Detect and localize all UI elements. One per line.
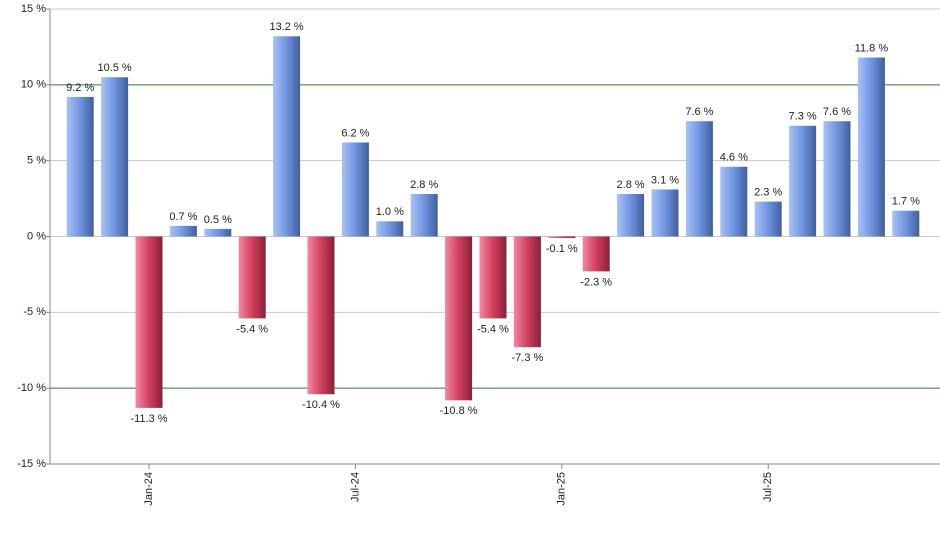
y-tick-label: -15 % — [17, 458, 46, 470]
y-tick-label: 15 % — [21, 3, 46, 15]
value-label: -11.3 % — [130, 413, 167, 425]
value-label: -7.3 % — [512, 352, 544, 364]
y-tick-label: -10 % — [17, 382, 46, 394]
x-tick-label: Jul-25 — [762, 472, 774, 502]
value-label: 9.2 % — [66, 82, 94, 94]
bar — [548, 236, 576, 239]
y-tick-label: 5 % — [27, 155, 46, 167]
value-label: 13.2 % — [269, 21, 303, 33]
bar — [617, 194, 645, 237]
value-label: 3.1 % — [651, 174, 679, 186]
bar — [273, 36, 301, 237]
value-label: 1.0 % — [376, 206, 404, 218]
bar — [169, 225, 197, 237]
value-label: 4.6 % — [720, 152, 748, 164]
value-label: 2.8 % — [617, 179, 645, 191]
value-label: 10.5 % — [97, 62, 131, 74]
bar — [66, 96, 94, 237]
bar — [238, 236, 266, 319]
value-label: 1.7 % — [892, 196, 920, 208]
value-label: 6.2 % — [341, 127, 369, 139]
value-label: 7.6 % — [685, 106, 713, 118]
value-label: -5.4 % — [236, 323, 268, 335]
value-label: 2.3 % — [754, 187, 782, 199]
x-tick-label: Jul-24 — [349, 472, 361, 502]
value-label: 7.3 % — [789, 111, 817, 123]
bar — [341, 142, 369, 237]
value-label: 11.8 % — [855, 42, 889, 54]
bar — [479, 236, 507, 319]
y-tick-label: 10 % — [21, 79, 46, 91]
value-label: -10.4 % — [302, 399, 340, 411]
bar — [445, 236, 473, 401]
value-label: -2.3 % — [580, 276, 612, 288]
bar — [892, 210, 920, 237]
bar — [720, 166, 748, 237]
bar — [651, 189, 679, 237]
value-label: 0.7 % — [169, 211, 197, 223]
value-label: -10.8 % — [440, 405, 478, 417]
bar — [789, 125, 817, 237]
bar — [754, 201, 782, 237]
bar — [857, 57, 885, 237]
bar — [582, 236, 610, 272]
bar — [513, 236, 541, 348]
bar — [410, 194, 438, 237]
x-tick-label: Jan-24 — [143, 472, 155, 506]
y-tick-label: -5 % — [23, 306, 46, 318]
value-label: 2.8 % — [410, 179, 438, 191]
bar — [823, 121, 851, 237]
bar — [376, 221, 404, 237]
value-label: -0.1 % — [546, 243, 578, 255]
bar — [204, 228, 232, 237]
bar — [307, 236, 335, 395]
y-tick-label: 0 % — [27, 230, 46, 242]
bar — [685, 121, 713, 237]
value-label: 0.5 % — [204, 214, 232, 226]
value-label: 7.6 % — [823, 106, 851, 118]
x-tick-label: Jan-25 — [556, 472, 568, 506]
value-label: -5.4 % — [477, 323, 509, 335]
bar — [101, 77, 129, 237]
bar — [135, 236, 163, 408]
